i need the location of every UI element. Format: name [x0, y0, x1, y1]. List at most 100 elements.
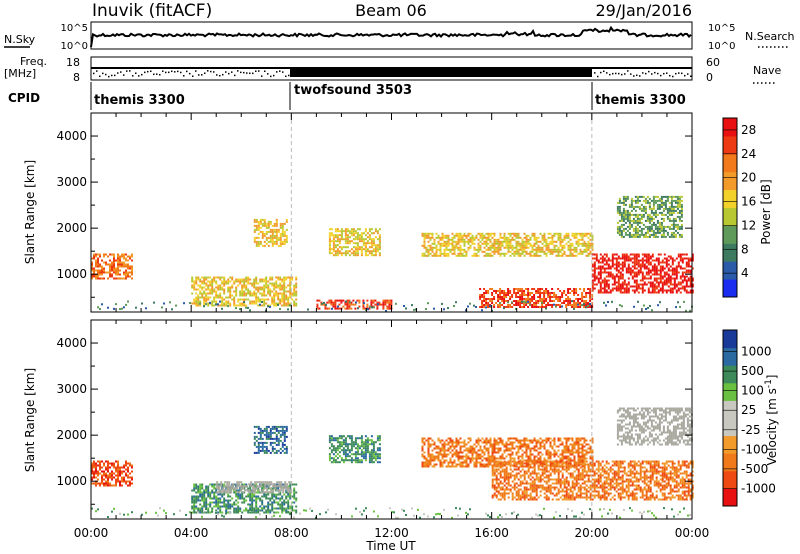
echo-cell [101, 271, 103, 274]
echo-cell [439, 447, 442, 450]
echo-cell [316, 307, 319, 310]
echo-cell [593, 273, 596, 276]
echo-cell [507, 240, 510, 243]
echo-cell [374, 244, 377, 247]
echo-cell [471, 234, 474, 237]
echo-cell [662, 209, 665, 212]
echo-cell [673, 287, 676, 290]
echo-cell [575, 288, 578, 290]
echo-cell [489, 305, 491, 307]
echo-cell [362, 244, 365, 247]
echo-cell [489, 254, 492, 257]
echo-cell [459, 441, 462, 444]
echo-cell [209, 493, 212, 496]
echo-cell [328, 228, 331, 231]
echo-cell [332, 250, 335, 253]
echo-cell [673, 273, 676, 276]
echo-cell [423, 437, 426, 440]
echo-cell [447, 307, 449, 310]
echo-cell [603, 253, 606, 256]
echo-cell [513, 300, 516, 302]
echo-cell [111, 253, 113, 256]
echo-cell [271, 503, 274, 506]
echo-cell [282, 489, 285, 492]
echo-cell [342, 451, 345, 454]
echo-cell [551, 304, 554, 306]
echo-cell [485, 240, 488, 243]
echo-cell [667, 275, 670, 278]
echo-cell [545, 240, 548, 243]
echo-cell [659, 267, 662, 270]
echo-cell [255, 445, 258, 448]
echo-cell [605, 304, 607, 307]
echo-cell [283, 509, 286, 512]
echo-cell [235, 511, 238, 514]
echo-cell [587, 254, 590, 257]
echo-cell [657, 283, 660, 286]
echo-cell [263, 493, 266, 496]
echo-cell [501, 236, 504, 239]
echo-cell [372, 244, 375, 247]
echo-cell [453, 248, 456, 251]
echo-cell [332, 445, 335, 448]
echo-cell [487, 242, 490, 245]
echo-cell [517, 254, 520, 257]
nave-dot [663, 72, 665, 75]
echo-cell [267, 286, 270, 289]
echo-cell [618, 213, 621, 216]
echo-cell [493, 234, 496, 237]
echo-cell [666, 225, 669, 228]
echo-cell [645, 277, 648, 280]
power-colorbar-tick-label: 8 [741, 242, 749, 256]
echo-cell [271, 240, 274, 243]
echo-cell [571, 234, 574, 237]
echo-cell [473, 242, 476, 245]
echo-cell [338, 443, 341, 446]
echo-cell [681, 267, 684, 270]
echo-cell [537, 302, 540, 304]
echo-cell [209, 284, 212, 287]
echo-cell [211, 300, 214, 303]
echo-cell [670, 207, 673, 210]
echo-cell [236, 481, 239, 484]
echo-cell [659, 273, 662, 276]
echo-cell [267, 284, 270, 287]
echo-cell [630, 225, 633, 228]
echo-cell [259, 303, 261, 306]
echo-cell [633, 259, 636, 262]
echo-cell [652, 235, 655, 238]
echo-cell [109, 267, 111, 270]
echo-cell [603, 259, 606, 262]
echo-cell [429, 463, 432, 466]
echo-cell [523, 250, 526, 253]
echo-cell [656, 231, 659, 234]
echo-cell [551, 236, 554, 239]
echo-cell [211, 284, 214, 287]
echo-cell [676, 215, 679, 218]
echo-cell [648, 205, 651, 208]
echo-cell [459, 250, 462, 253]
echo-cell [261, 429, 264, 432]
echo-cell [362, 307, 365, 310]
echo-cell [350, 248, 353, 251]
echo-cell [271, 449, 274, 452]
echo-cell [433, 238, 436, 241]
echo-cell [617, 281, 620, 284]
echo-cell [423, 234, 426, 237]
echo-cell [493, 252, 496, 255]
echo-cell [459, 457, 462, 460]
echo-cell [453, 250, 456, 253]
echo-cell [111, 267, 113, 270]
echo-cell [461, 461, 464, 464]
echo-cell [348, 232, 351, 235]
echo-cell [659, 301, 661, 304]
echo-cell [617, 257, 620, 260]
echo-cell [265, 429, 268, 432]
echo-cell [229, 292, 232, 295]
echo-cell [659, 287, 662, 290]
echo-cell [328, 441, 331, 444]
echo-cell [366, 303, 369, 306]
echo-cell [491, 246, 494, 249]
echo-cell [219, 509, 222, 512]
echo-cell [622, 235, 625, 238]
